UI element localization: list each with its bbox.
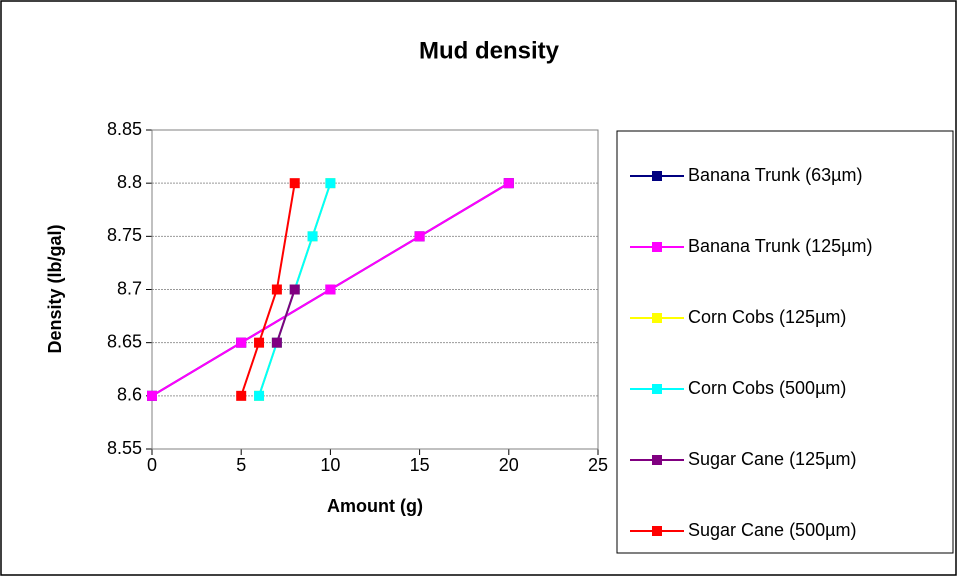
point	[271, 284, 282, 295]
x-tick-label: 0	[147, 455, 157, 475]
legend-label: Sugar Cane (125µm)	[688, 449, 856, 469]
y-tick-label: 8.75	[107, 225, 142, 245]
y-axis-title: Density (lb/gal)	[45, 224, 65, 353]
legend-label: Banana Trunk (63µm)	[688, 165, 862, 185]
point	[289, 178, 300, 189]
y-tick-label: 8.55	[107, 438, 142, 458]
point	[271, 337, 282, 348]
y-tick-label: 8.8	[117, 172, 142, 192]
point	[503, 178, 514, 189]
series-line	[275, 289, 296, 343]
legend-marker	[652, 313, 662, 323]
legend-marker	[652, 242, 662, 252]
point	[236, 337, 247, 348]
x-tick-label: 20	[499, 455, 519, 475]
x-tick-label: 10	[320, 455, 340, 475]
series-line	[240, 183, 296, 397]
legend-marker	[652, 455, 662, 465]
point	[325, 284, 336, 295]
legend-marker	[652, 526, 662, 536]
x-tick-label: 15	[410, 455, 430, 475]
point	[236, 390, 247, 401]
point	[289, 284, 300, 295]
legend-marker	[652, 171, 662, 181]
x-axis-title: Amount (g)	[327, 496, 423, 516]
plot-border	[151, 129, 599, 450]
y-tick-label: 8.7	[117, 278, 142, 298]
chart-title: Mud density	[419, 37, 560, 64]
point	[307, 231, 318, 242]
point	[147, 390, 157, 401]
y-tick-label: 8.6	[117, 385, 142, 405]
point	[325, 178, 336, 189]
x-tick-label: 5	[236, 455, 246, 475]
legend-label: Sugar Cane (500µm)	[688, 520, 856, 540]
point	[414, 231, 425, 242]
legend-label: Corn Cobs (500µm)	[688, 378, 846, 398]
point	[254, 390, 265, 401]
y-tick-label: 8.85	[107, 119, 142, 139]
legend-box	[616, 130, 954, 554]
point	[254, 337, 265, 348]
x-tick-label: 25	[588, 455, 608, 475]
legend-label: Corn Cobs (125µm)	[688, 307, 846, 327]
legend-marker	[652, 384, 662, 394]
y-tick-label: 8.65	[107, 331, 142, 351]
legend-label: Banana Trunk (125µm)	[688, 236, 872, 256]
